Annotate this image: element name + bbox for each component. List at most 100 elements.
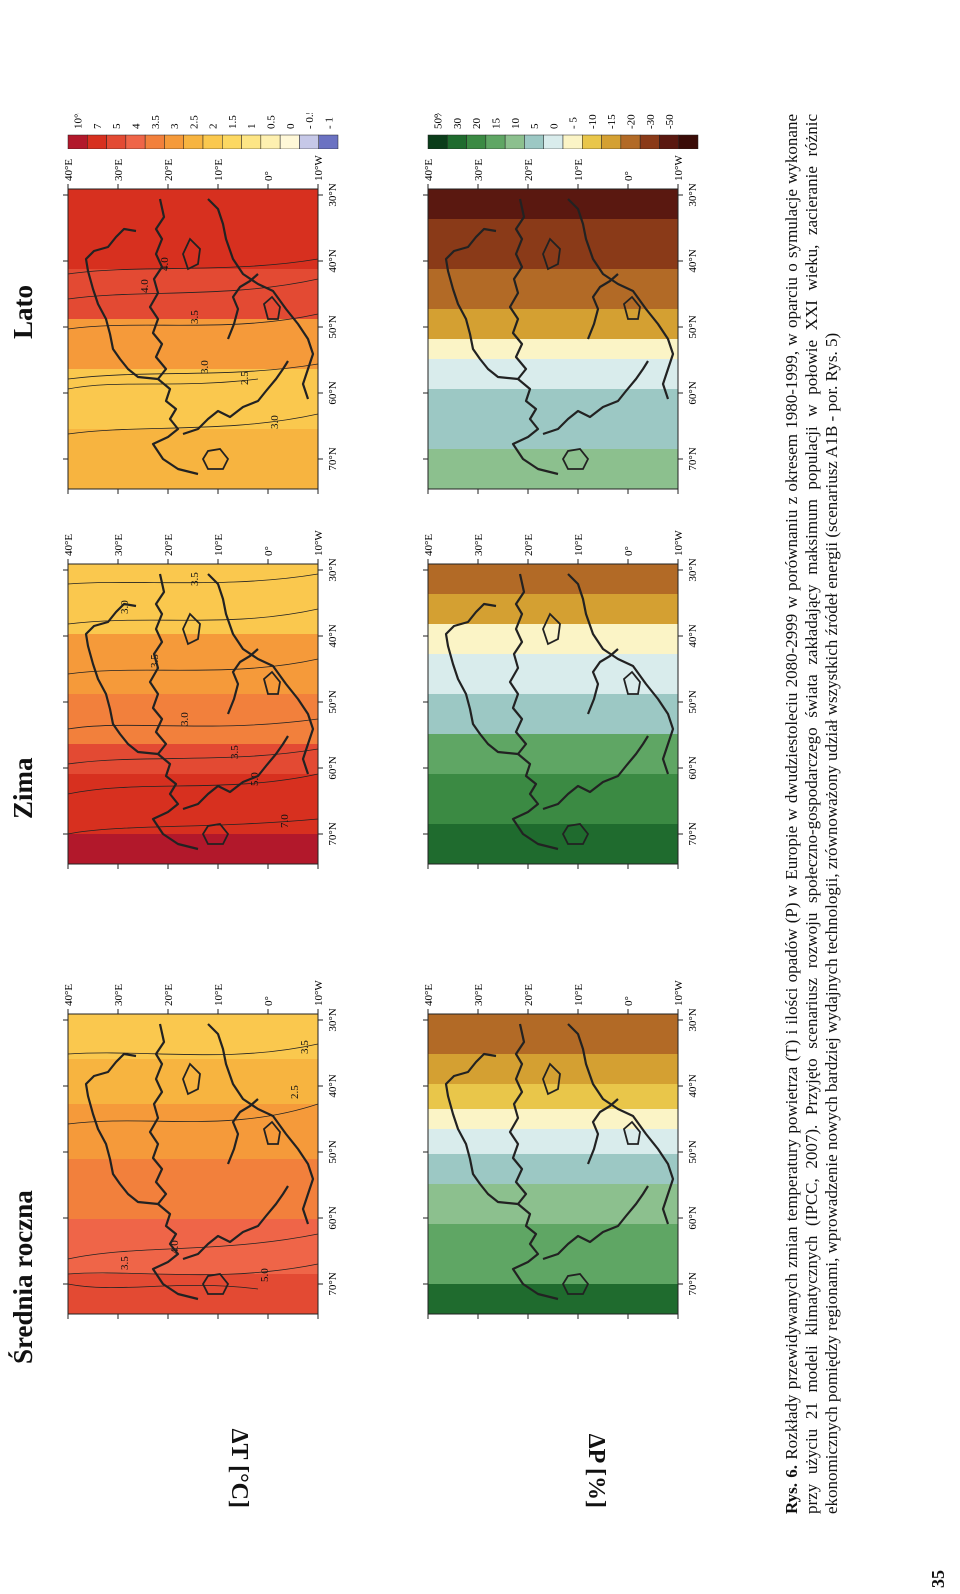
map-frame [427,188,679,490]
field-band [428,1108,678,1129]
map-frame [67,1013,319,1315]
colorbar-swatch [222,134,242,150]
coastline [84,1052,159,1206]
coastline [148,1023,199,1301]
coastline-island [622,670,641,695]
field-band [428,733,678,774]
contour-label: 3.0 [119,600,131,614]
colorbar-label: - 0.5 [304,113,316,129]
field-band [428,218,678,269]
lat-tick-label: 50°N [327,1140,339,1163]
coastline [508,573,559,851]
contour-line [68,1263,318,1276]
colorbar-swatch [639,134,660,150]
coastline [444,602,519,756]
colorbar-label: -20 [626,114,638,129]
coastline [567,198,675,400]
coastline-island [262,670,281,695]
contour-line [68,1103,318,1125]
map-dt-annual: 3.5 4.0 5.0 2.5 3.5 70°N 60°N 50°N 40°N 30°N 10°W 0… [58,974,358,1354]
colorbar-swatch [241,134,262,150]
coastline [182,1185,289,1261]
field-band [68,428,318,489]
contour-line [68,718,318,730]
coastline [207,198,315,400]
coastline [148,198,199,476]
map-frame [67,188,319,490]
lon-tick-label: 40°E [423,984,435,1006]
coastline [207,1023,315,1225]
colorbar-swatch [279,134,300,150]
lat-tick-label: 70°N [687,1272,699,1295]
coastline [182,735,289,811]
lon-tick-label: 10°E [213,984,225,1006]
map-dp-winter: 70°N 60°N 50°N 40°N 30°N 10°W 0° 10°E 20°E 30°E 40… [418,524,718,904]
colorbar-label: 1 [246,124,258,130]
field-band [428,564,678,594]
lon-tick-label: 10°W [673,530,685,556]
colorbar-label: -50 [664,114,676,129]
coastline [84,602,159,756]
lon-tick-label: 20°E [163,534,175,556]
lat-tick-label: 60°N [687,1206,699,1229]
colorbar-swatch [87,134,107,150]
coastline [444,1052,519,1206]
lon-tick-label: 40°E [63,984,75,1006]
field-band [428,308,678,339]
colorbar-label: 3.5 [150,115,162,129]
lon-tick-label: 20°E [163,984,175,1006]
field-band [428,1128,678,1154]
field-band [428,448,678,489]
coastline [182,360,289,436]
lon-tick-label: 10°W [313,530,325,556]
field-band [428,189,678,219]
field-band [428,773,678,824]
coastline [542,1185,649,1261]
lat-tick-label: 60°N [327,756,339,779]
colorbar-label: 10°C [73,113,85,129]
colorbar-label: 10 [510,118,522,130]
map-frame [427,563,679,865]
lon-tick-label: 10°W [313,155,325,181]
lat-tick-label: 60°N [687,756,699,779]
coastline-island [182,237,201,271]
lat-tick-label: 30°N [327,558,339,581]
lat-tick-label: 60°N [327,1206,339,1229]
coastline-island [561,448,590,470]
contour-label: 3.5 [229,745,241,759]
caption-label: Rys. 6. [782,1464,801,1514]
coastline [508,1023,559,1301]
colorbar-swatch [202,134,223,150]
coastline-island [182,612,201,646]
lat-tick-label: 30°N [327,1008,339,1031]
lon-tick-label: 0° [263,546,275,556]
contour-line [68,258,318,275]
figure-caption: Rys. 6. Rozkłady przewidywanych zmian te… [782,114,842,1514]
lat-tick-label: 50°N [327,315,339,338]
lon-tick-label: 10°E [213,534,225,556]
field-band [428,693,678,734]
coastline-island [201,448,230,470]
map-frame [427,1013,679,1315]
map-dt-summer: 3.0 3.0 3.5 4.0 2.5 4.0 70°N 60°N 50°N 40°N 30°N 10… [58,149,358,529]
lat-tick-label: 70°N [327,1272,339,1295]
field-band [68,318,318,369]
colorbar-swatch [260,134,281,150]
lon-tick-label: 0° [263,171,275,181]
map-frame [67,563,319,865]
contour-line [68,363,318,380]
contour-label: 3.0 [179,712,191,726]
coastline [542,735,649,811]
lon-tick-label: 10°E [573,534,585,556]
lon-tick-label: 40°E [63,534,75,556]
row-label-precipitation: ΔP [%] [583,1433,609,1508]
colorbar-swatch [427,134,448,150]
coastline [148,573,199,851]
lat-tick-label: 70°N [327,447,339,470]
contour-line [68,818,318,835]
colorbar-swatch [299,134,319,150]
lat-tick-label: 40°N [327,249,339,272]
colorbar-swatch [466,134,487,150]
lat-tick-label: 30°N [687,558,699,581]
